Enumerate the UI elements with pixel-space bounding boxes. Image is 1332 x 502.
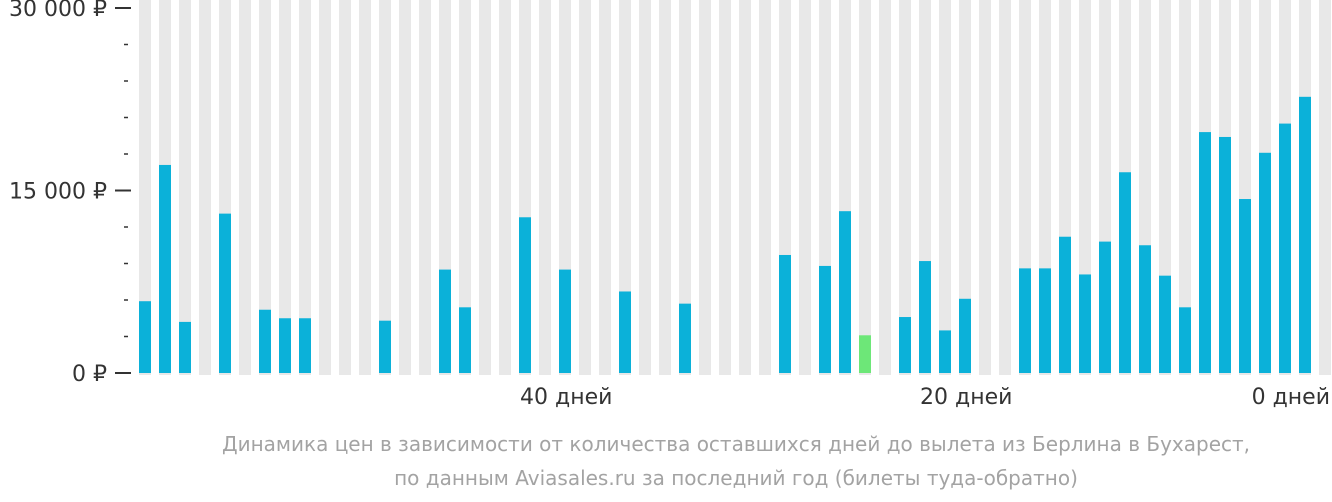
bar-lowest-price[interactable] <box>859 335 871 373</box>
background-column <box>859 0 871 375</box>
background-column <box>179 0 191 375</box>
background-column <box>279 0 291 375</box>
chart-caption-line-1: Динамика цен в зависимости от количества… <box>221 432 1251 456</box>
price-bar[interactable] <box>939 330 951 373</box>
background-column <box>479 0 491 375</box>
price-bar[interactable] <box>1019 268 1031 373</box>
price-bar[interactable] <box>559 269 571 373</box>
price-bar[interactable] <box>459 307 471 373</box>
background-columns <box>139 0 1331 375</box>
price-bar[interactable] <box>1099 241 1111 373</box>
x-tick-label: 40 дней <box>520 385 612 410</box>
background-column <box>619 0 631 375</box>
background-column <box>1179 0 1191 375</box>
price-bar[interactable] <box>1159 275 1171 373</box>
price-bar[interactable] <box>299 318 311 373</box>
background-column <box>239 0 251 375</box>
chart-caption-line-2: по данным Aviasales.ru за последний год … <box>394 466 1078 490</box>
background-column <box>339 0 351 375</box>
price-bar[interactable] <box>899 317 911 373</box>
background-column <box>939 0 951 375</box>
background-column <box>359 0 371 375</box>
background-column <box>959 0 971 375</box>
y-tick-label: 0 ₽ <box>72 362 107 387</box>
background-column <box>759 0 771 375</box>
y-tick-label: 15 000 ₽ <box>9 180 107 205</box>
y-axis: 0 ₽ 15 000 ₽ 30 000 ₽ <box>9 0 131 387</box>
price-bar[interactable] <box>259 309 271 373</box>
background-column <box>399 0 411 375</box>
background-column <box>659 0 671 375</box>
background-column <box>199 0 211 375</box>
price-bar[interactable] <box>1179 307 1191 373</box>
price-bar[interactable] <box>779 254 791 373</box>
price-bar[interactable] <box>1299 96 1311 374</box>
x-tick-label: 20 дней <box>920 385 1012 410</box>
price-bar[interactable] <box>1239 199 1251 373</box>
background-column <box>719 0 731 375</box>
background-column <box>259 0 271 375</box>
background-column <box>319 0 331 375</box>
price-bar[interactable] <box>1279 123 1291 373</box>
price-bar[interactable] <box>519 217 531 373</box>
background-column <box>979 0 991 375</box>
price-bar[interactable] <box>1039 268 1051 373</box>
background-column <box>579 0 591 375</box>
price-bar[interactable] <box>279 318 291 373</box>
price-bar[interactable] <box>439 269 451 373</box>
background-column <box>699 0 711 375</box>
x-tick-label: 0 дней <box>1252 385 1330 410</box>
price-bar[interactable] <box>1199 132 1211 373</box>
price-bar[interactable] <box>179 321 191 373</box>
background-column <box>899 0 911 375</box>
price-bar[interactable] <box>1059 236 1071 373</box>
price-bar[interactable] <box>619 291 631 373</box>
price-bar[interactable] <box>1139 245 1151 373</box>
background-column <box>639 0 651 375</box>
price-bar[interactable] <box>159 164 171 373</box>
price-bar[interactable] <box>1259 152 1271 373</box>
background-column <box>459 0 471 375</box>
background-column <box>599 0 611 375</box>
background-column <box>379 0 391 375</box>
price-bar[interactable] <box>1119 172 1131 373</box>
price-bar[interactable] <box>679 303 691 373</box>
price-bar[interactable] <box>139 301 151 373</box>
price-bar[interactable] <box>819 265 831 373</box>
price-bar[interactable] <box>919 261 931 373</box>
y-tick-label: 30 000 ₽ <box>9 0 107 22</box>
price-bar[interactable] <box>959 298 971 373</box>
price-bar[interactable] <box>219 213 231 373</box>
background-column <box>1319 0 1331 375</box>
background-column <box>539 0 551 375</box>
background-column <box>799 0 811 375</box>
background-column <box>499 0 511 375</box>
background-column <box>679 0 691 375</box>
background-column <box>739 0 751 375</box>
price-bar[interactable] <box>1219 136 1231 373</box>
background-column <box>299 0 311 375</box>
background-column <box>879 0 891 375</box>
background-column <box>139 0 151 375</box>
background-column <box>419 0 431 375</box>
background-column <box>999 0 1011 375</box>
price-bar[interactable] <box>379 320 391 373</box>
price-bars <box>139 96 1311 374</box>
price-bar[interactable] <box>1079 274 1091 373</box>
price-bar[interactable] <box>839 211 851 373</box>
